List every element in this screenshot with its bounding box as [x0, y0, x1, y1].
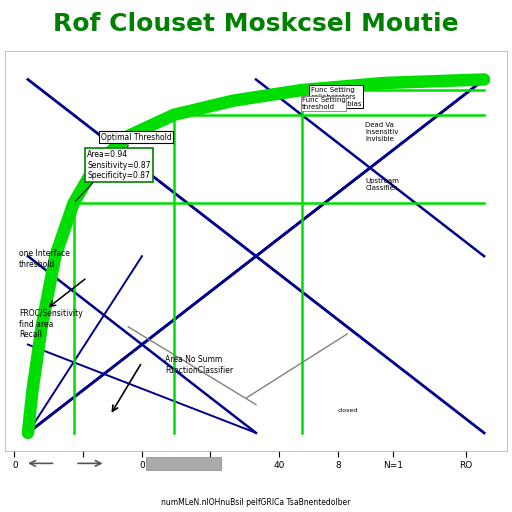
Text: Rof Clouset Moskcsel Moutie: Rof Clouset Moskcsel Moutie: [53, 12, 459, 36]
Text: one Interface
threshold: one Interface threshold: [19, 249, 70, 268]
Text: Upstream
Classifier: Upstream Classifier: [366, 178, 399, 191]
Text: Area No Summ
FunctionClassifier: Area No Summ FunctionClassifier: [165, 355, 233, 375]
Text: Area=0.94
Sensitivity=0.87
Specificity=0.87: Area=0.94 Sensitivity=0.87 Specificity=0…: [87, 150, 151, 180]
Text: closed: closed: [338, 408, 358, 413]
FancyBboxPatch shape: [145, 457, 221, 470]
Text: numMLeN.nIOHnuBsil peIfGRlCa TsaBnentedolber: numMLeN.nIOHnuBsil peIfGRlCa TsaBnentedo…: [161, 498, 351, 507]
Text: Optimal Threshold: Optimal Threshold: [75, 133, 172, 201]
Text: FROC/Sensitivity
find area
Recall: FROC/Sensitivity find area Recall: [19, 309, 82, 339]
Text: Func Setting
threshold: Func Setting threshold: [302, 97, 346, 110]
Text: Func Setting
collaborators
ensemble bias: Func Setting collaborators ensemble bias: [311, 87, 361, 106]
Text: Dead Va
Insensitiv
Invisible: Dead Va Insensitiv Invisible: [366, 122, 399, 142]
